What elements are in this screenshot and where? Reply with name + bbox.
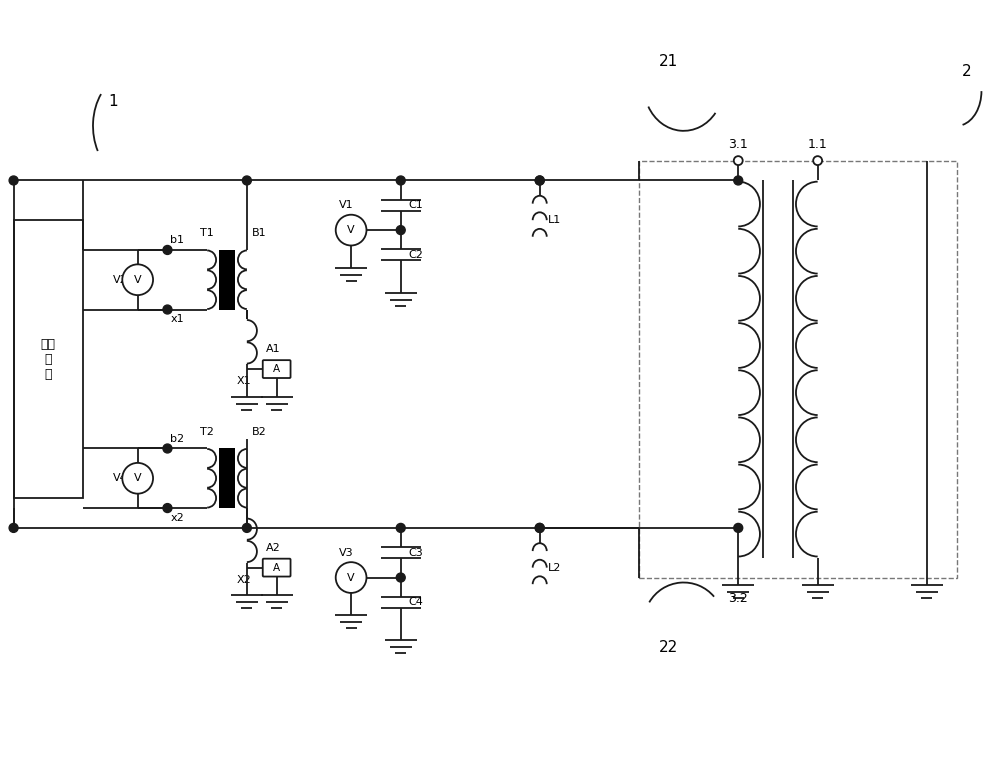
Circle shape: [9, 176, 18, 185]
Circle shape: [242, 176, 251, 185]
Circle shape: [163, 444, 172, 453]
Circle shape: [163, 305, 172, 314]
Bar: [639, 161, 957, 578]
Text: x2: x2: [170, 513, 184, 523]
Text: 1.1: 1.1: [808, 137, 828, 151]
Text: V2: V2: [113, 275, 128, 285]
Text: L1: L1: [548, 215, 561, 225]
Circle shape: [9, 524, 18, 532]
Circle shape: [242, 524, 251, 532]
Text: T1: T1: [200, 228, 214, 238]
Text: L2: L2: [548, 562, 561, 572]
Text: T2: T2: [200, 427, 214, 436]
Text: A: A: [273, 562, 280, 572]
Text: 3.2: 3.2: [728, 593, 748, 606]
Text: V: V: [347, 225, 355, 235]
Text: C3: C3: [409, 548, 423, 558]
Circle shape: [734, 176, 743, 185]
Text: 2: 2: [962, 64, 971, 79]
Text: V: V: [134, 275, 141, 285]
Text: 变频
电
源: 变频 电 源: [41, 338, 56, 381]
Text: b1: b1: [170, 235, 184, 245]
Text: C4: C4: [409, 597, 424, 607]
Text: C2: C2: [409, 250, 424, 260]
Circle shape: [396, 573, 405, 582]
Circle shape: [396, 225, 405, 235]
Text: A1: A1: [266, 344, 281, 354]
Circle shape: [163, 245, 172, 254]
Circle shape: [734, 156, 743, 165]
Circle shape: [535, 176, 544, 185]
Text: 1: 1: [108, 93, 118, 109]
Text: X2: X2: [237, 575, 251, 584]
Text: 22: 22: [659, 640, 678, 654]
Circle shape: [396, 524, 405, 532]
Circle shape: [535, 176, 544, 185]
Circle shape: [535, 524, 544, 532]
Circle shape: [122, 463, 153, 493]
Circle shape: [163, 503, 172, 512]
Text: b2: b2: [170, 433, 185, 443]
FancyBboxPatch shape: [263, 559, 291, 577]
Bar: [219, 449, 235, 508]
Circle shape: [535, 524, 544, 532]
Text: B1: B1: [252, 228, 266, 238]
Text: 21: 21: [659, 54, 678, 69]
Text: V1: V1: [339, 200, 353, 210]
Bar: [14, 220, 83, 498]
Text: X1: X1: [237, 376, 251, 386]
Circle shape: [734, 524, 743, 532]
Circle shape: [336, 215, 366, 245]
Circle shape: [813, 156, 822, 165]
Text: V: V: [347, 572, 355, 583]
Text: C1: C1: [409, 200, 423, 210]
Text: 3.1: 3.1: [728, 137, 748, 151]
Text: A2: A2: [266, 543, 281, 553]
Circle shape: [336, 562, 366, 593]
Text: V: V: [134, 474, 141, 483]
Text: V3: V3: [339, 548, 353, 558]
Text: B2: B2: [252, 427, 267, 436]
FancyBboxPatch shape: [263, 360, 291, 378]
Text: x1: x1: [170, 314, 184, 325]
Text: A: A: [273, 364, 280, 374]
Text: V4: V4: [113, 474, 128, 483]
Circle shape: [396, 176, 405, 185]
Bar: [219, 250, 235, 310]
Circle shape: [122, 264, 153, 295]
